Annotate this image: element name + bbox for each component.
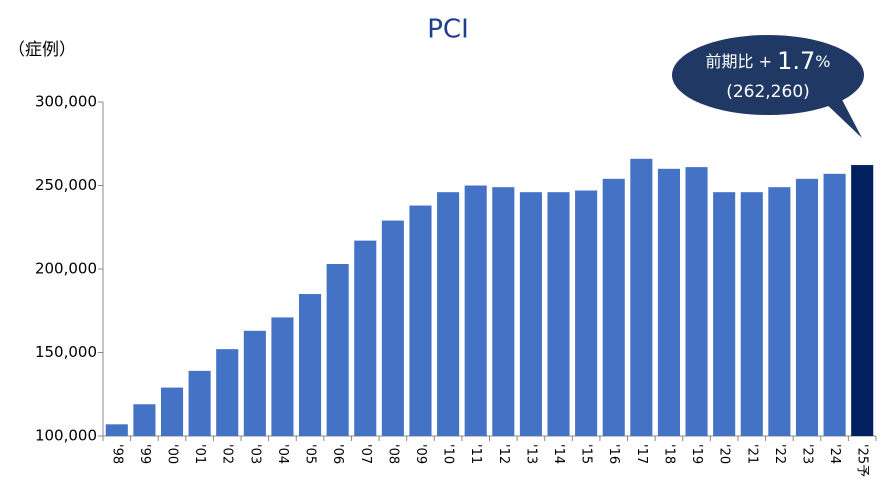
bar [602, 178, 625, 436]
bar [823, 173, 846, 436]
y-tick-label: 250,000 [35, 176, 97, 194]
x-tick-label: '05 [303, 444, 318, 464]
bar [437, 192, 460, 436]
bar [326, 263, 349, 436]
x-tick-label: '19 [689, 444, 704, 464]
x-tick-label: '23 [799, 444, 814, 464]
bar [409, 205, 432, 436]
bar [105, 424, 128, 436]
callout-prefix: 前期比 + [706, 52, 773, 71]
bar [216, 349, 239, 436]
bar [768, 187, 791, 436]
y-tick-label: 100,000 [35, 427, 97, 445]
x-tick-label: '16 [606, 444, 621, 464]
x-tick-label: '98 [109, 444, 124, 464]
x-tick-label: '24 [827, 444, 842, 464]
x-tick-label: '99 [137, 444, 152, 464]
bar [851, 165, 874, 436]
bar [713, 192, 736, 436]
callout-unit: % [815, 52, 830, 71]
x-tick-label: '11 [468, 444, 483, 464]
x-tick-label: '09 [413, 444, 428, 464]
x-tick-label: '06 [330, 444, 345, 464]
chart-title: PCI [427, 15, 469, 45]
bar [271, 317, 294, 436]
callout-value-label: (262,260) [726, 82, 810, 102]
bar [381, 220, 404, 436]
bar [575, 190, 598, 436]
bar [160, 387, 184, 436]
callout-value: 1.7 [777, 47, 815, 75]
x-tick-label: '18 [661, 444, 676, 464]
x-tick-label: '17 [634, 444, 649, 464]
bar [188, 370, 211, 436]
bar [133, 404, 156, 436]
callout-text: 前期比 + 1.7% [706, 47, 831, 75]
bar [299, 294, 322, 436]
bar [243, 330, 266, 436]
bar [740, 192, 763, 436]
x-tick-label: '04 [275, 444, 290, 464]
bar [685, 167, 708, 436]
x-tick-label: '03 [247, 444, 262, 464]
y-axis-label: （症例） [8, 40, 76, 60]
x-tick-label: '07 [358, 444, 373, 464]
x-tick-label: '10 [441, 444, 456, 464]
x-tick-label: '08 [385, 444, 400, 464]
y-tick-label: 300,000 [35, 93, 97, 111]
x-tick-label: '15 [579, 444, 594, 464]
x-tick-label: '01 [192, 444, 207, 464]
bar [519, 192, 542, 436]
x-tick-label: '20 [717, 444, 732, 464]
x-tick-label: '13 [523, 444, 538, 464]
bar [795, 178, 819, 436]
bar [657, 168, 680, 437]
bar [630, 158, 653, 436]
bar [354, 240, 377, 436]
x-tick-label: '21 [744, 444, 759, 464]
x-tick-label: '14 [551, 444, 566, 464]
x-tick-label: '02 [220, 444, 235, 464]
x-tick-label: '00 [165, 444, 180, 464]
bar [492, 187, 515, 436]
callout-bubble [672, 35, 864, 115]
y-tick-label: 150,000 [35, 343, 97, 361]
bar [464, 185, 487, 436]
x-tick-label: '12 [496, 444, 511, 464]
y-tick-label: 200,000 [35, 260, 97, 278]
x-tick-label: '25予 [855, 444, 870, 477]
callout: 前期比 + 1.7% (262,260) [672, 35, 864, 138]
x-tick-label: '22 [772, 444, 787, 464]
bar [547, 192, 570, 436]
